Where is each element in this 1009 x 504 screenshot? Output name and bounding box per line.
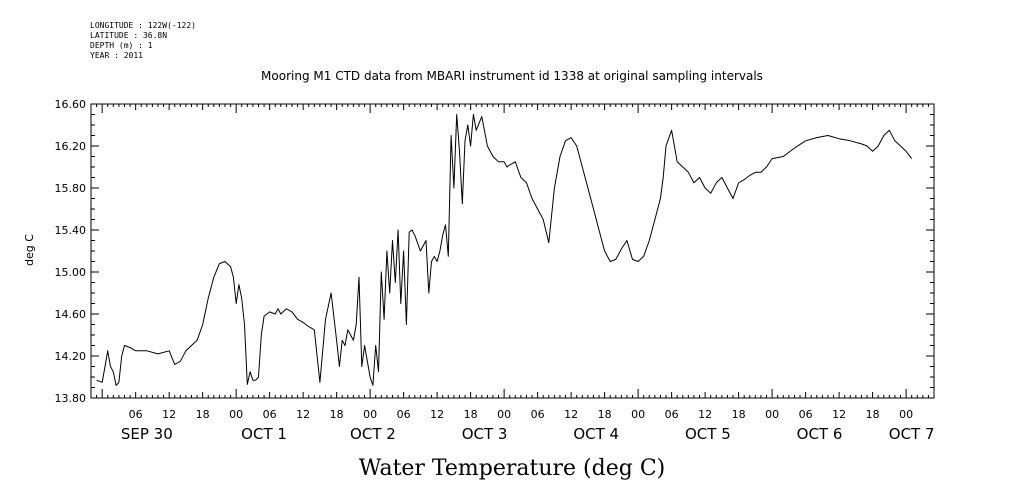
x-tick-label: 18 <box>196 408 210 421</box>
x-tick-label: 00 <box>363 408 377 421</box>
x-tick-label: 12 <box>162 408 176 421</box>
x-tick-label: 06 <box>397 408 411 421</box>
x-day-label: OCT 4 <box>573 425 619 443</box>
depth-text: DEPTH (m) : 1 <box>90 41 153 50</box>
x-tick-label: 18 <box>598 408 612 421</box>
x-tick-label: 06 <box>799 408 813 421</box>
x-tick-label: 06 <box>129 408 143 421</box>
x-day-label: OCT 5 <box>685 425 731 443</box>
x-tick-label: 18 <box>866 408 880 421</box>
x-tick-label: 00 <box>497 408 511 421</box>
x-tick-label: 12 <box>564 408 578 421</box>
x-day-label: SEP 30 <box>121 425 173 443</box>
y-axis-label: deg C <box>23 234 36 266</box>
x-tick-label: 12 <box>296 408 310 421</box>
x-tick-label: 06 <box>263 408 277 421</box>
series-group <box>96 114 913 386</box>
year-text: YEAR : 2011 <box>90 51 143 60</box>
x-tick-label: 12 <box>698 408 712 421</box>
x-tick-label: 06 <box>531 408 545 421</box>
x-tick-label: 12 <box>832 408 846 421</box>
y-tick-label: 15.40 <box>55 224 87 237</box>
x-axis-title: Water Temperature (deg C) <box>359 456 666 481</box>
x-day-label: OCT 6 <box>797 425 843 443</box>
x-day-label: OCT 2 <box>350 425 396 443</box>
latitude-text: LATITUDE : 36.8N <box>90 31 168 40</box>
y-tick-label: 13.80 <box>55 392 87 405</box>
plot-frame <box>90 103 935 399</box>
x-tick-label: 00 <box>899 408 913 421</box>
y-tick-label: 15.00 <box>55 266 87 279</box>
y-axis: 13.80 14.20 14.60 15.00 15.40 15.80 16.20 16.60 <box>55 98 934 405</box>
x-day-label: OCT 1 <box>241 425 287 443</box>
y-tick-label: 14.60 <box>55 308 87 321</box>
y-tick-label: 16.20 <box>55 140 87 153</box>
metadata-block: LONGITUDE : 122W(-122) LATITUDE : 36.8N … <box>90 21 196 61</box>
x-tick-label: 00 <box>631 408 645 421</box>
chart-title: Mooring M1 CTD data from MBARI instrumen… <box>261 69 763 83</box>
longitude-text: LONGITUDE : 122W(-122) <box>90 21 196 30</box>
x-tick-label: 12 <box>430 408 444 421</box>
y-tick-label: 15.80 <box>55 182 87 195</box>
x-day-label: OCT 3 <box>462 425 508 443</box>
y-tick-label: 14.20 <box>55 350 87 363</box>
x-tick-label: 18 <box>464 408 478 421</box>
y-tick-label: 16.60 <box>55 98 87 111</box>
x-tick-label: 18 <box>732 408 746 421</box>
x-axis: 06 12 18 00 06 12 18 00 06 12 18 00 06 12 18 00 06 12 18 00… <box>90 104 935 443</box>
x-tick-label: 00 <box>765 408 779 421</box>
x-day-label: OCT 7 <box>889 425 935 443</box>
x-tick-label: 00 <box>229 408 243 421</box>
series-line <box>96 114 913 386</box>
x-tick-label: 18 <box>330 408 344 421</box>
x-tick-label: 06 <box>665 408 679 421</box>
